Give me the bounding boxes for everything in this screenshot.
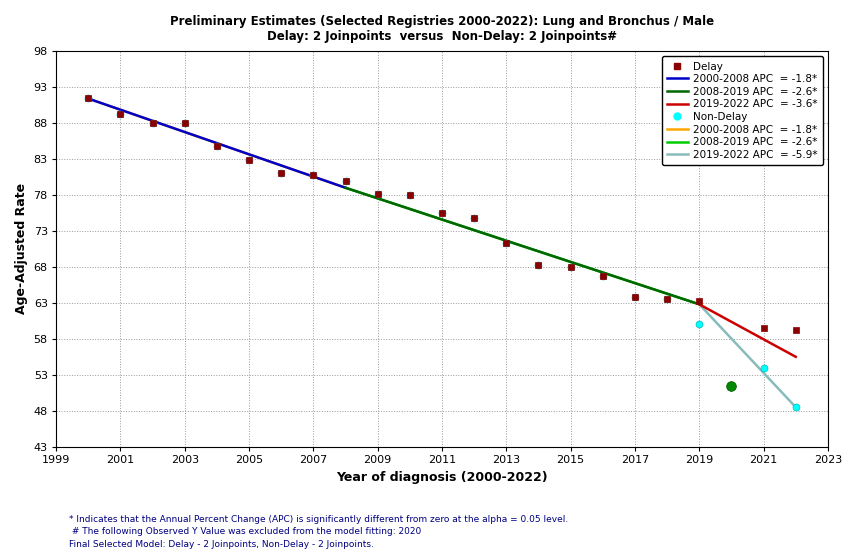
Y-axis label: Age-Adjusted Rate: Age-Adjusted Rate (15, 183, 28, 315)
Title: Preliminary Estimates (Selected Registries 2000-2022): Lung and Bronchus / Male
: Preliminary Estimates (Selected Registri… (170, 15, 714, 43)
Legend: Delay, 2000-2008 APC  = -1.8*, 2008-2019 APC  = -2.6*, 2019-2022 APC  = -3.6*, N: Delay, 2000-2008 APC = -1.8*, 2008-2019 … (662, 57, 823, 165)
Text: # The following Observed Y Value was excluded from the model fitting: 2020: # The following Observed Y Value was exc… (69, 527, 421, 536)
X-axis label: Year of diagnosis (2000-2022): Year of diagnosis (2000-2022) (336, 470, 548, 484)
Text: * Indicates that the Annual Percent Change (APC) is significantly different from: * Indicates that the Annual Percent Chan… (69, 515, 568, 524)
Text: Final Selected Model: Delay - 2 Joinpoints, Non-Delay - 2 Joinpoints.: Final Selected Model: Delay - 2 Joinpoin… (69, 540, 374, 548)
